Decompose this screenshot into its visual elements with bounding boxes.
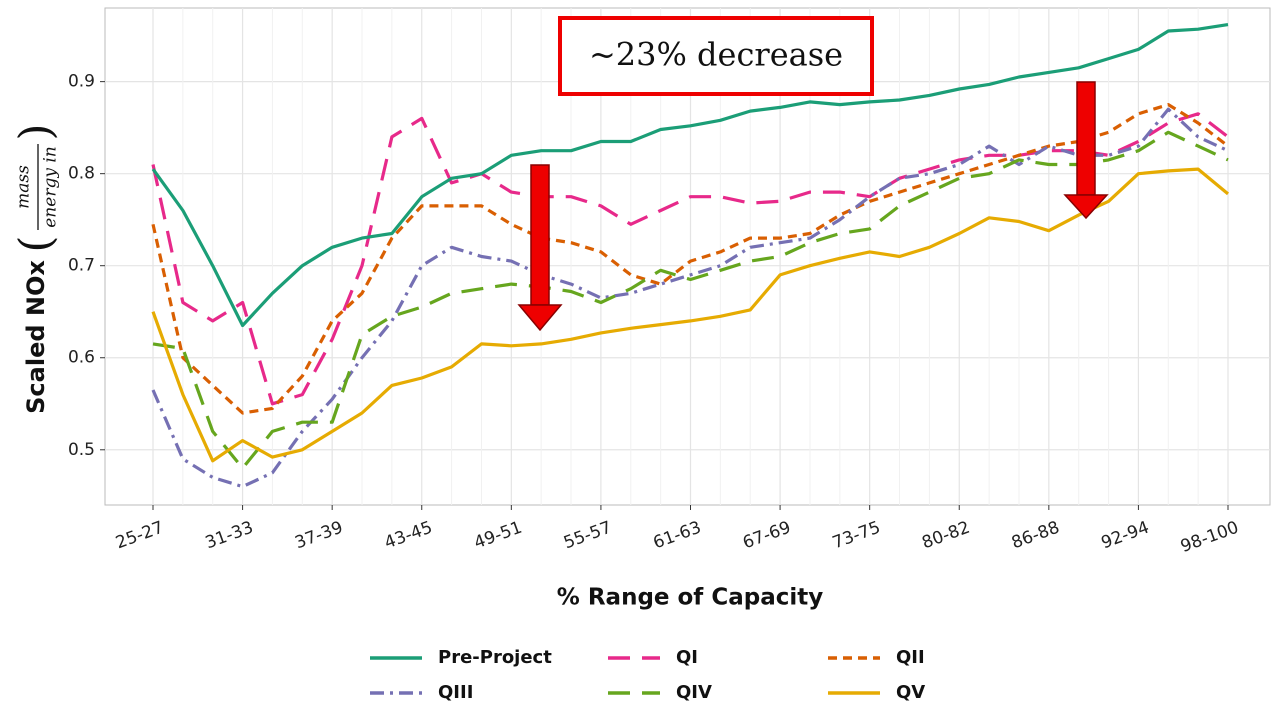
y-tick-label: 0.6	[68, 348, 95, 368]
y-tick-label: 0.5	[68, 440, 95, 460]
x-tick-label: 73-75	[830, 518, 883, 554]
x-tick-label: 67-69	[740, 518, 793, 554]
series-line	[151, 107, 1229, 489]
series-line	[152, 130, 1229, 470]
y-label-numerator: mass	[14, 165, 34, 209]
legend-label: QV	[896, 682, 925, 703]
series-line	[151, 167, 1230, 463]
legend-label: Pre-Project	[438, 647, 552, 668]
paren: (	[11, 235, 62, 252]
x-tick-label: 80-82	[919, 518, 972, 554]
legend-label: QII	[896, 647, 925, 668]
series-line	[151, 112, 1229, 406]
x-tick-label: 49-51	[471, 518, 524, 554]
x-tick-label: 92-94	[1099, 518, 1152, 554]
x-tick-label: 61-63	[651, 518, 704, 554]
series-line	[151, 103, 1229, 415]
y-axis-label: Scaled NOx ( mass energy in )	[11, 123, 62, 413]
annotation: ~23% decrease	[589, 36, 843, 74]
paren: )	[11, 123, 62, 140]
x-label: % Range of Capacity	[557, 585, 823, 611]
y-tick-label: 0.7	[68, 256, 95, 276]
legend-label: QIV	[676, 682, 712, 703]
y-label: Scaled NOx	[22, 260, 50, 414]
y-tick-label: 0.9	[68, 72, 95, 92]
legend-label: QIII	[438, 682, 473, 703]
legend-label: QI	[676, 647, 698, 668]
x-tick-label: 31-33	[203, 518, 256, 554]
x-tick-label: 43-45	[382, 518, 435, 554]
x-tick-label: 25-27	[113, 518, 166, 554]
lines	[151, 23, 1230, 489]
x-tick-label: 86-88	[1009, 518, 1062, 554]
x-tick-label: 98-100	[1178, 518, 1241, 557]
x-tick-label: 55-57	[561, 518, 614, 554]
y-tick-label: 0.8	[68, 164, 95, 184]
arrow	[517, 164, 563, 332]
y-label-denominator: energy in	[41, 146, 61, 227]
annotation-box	[558, 16, 874, 96]
x-tick-label: 37-39	[292, 518, 345, 554]
series-line	[151, 23, 1229, 328]
legend: Pre-Project QI QII QIII QIV QV	[370, 647, 925, 703]
arrow	[1063, 81, 1109, 220]
